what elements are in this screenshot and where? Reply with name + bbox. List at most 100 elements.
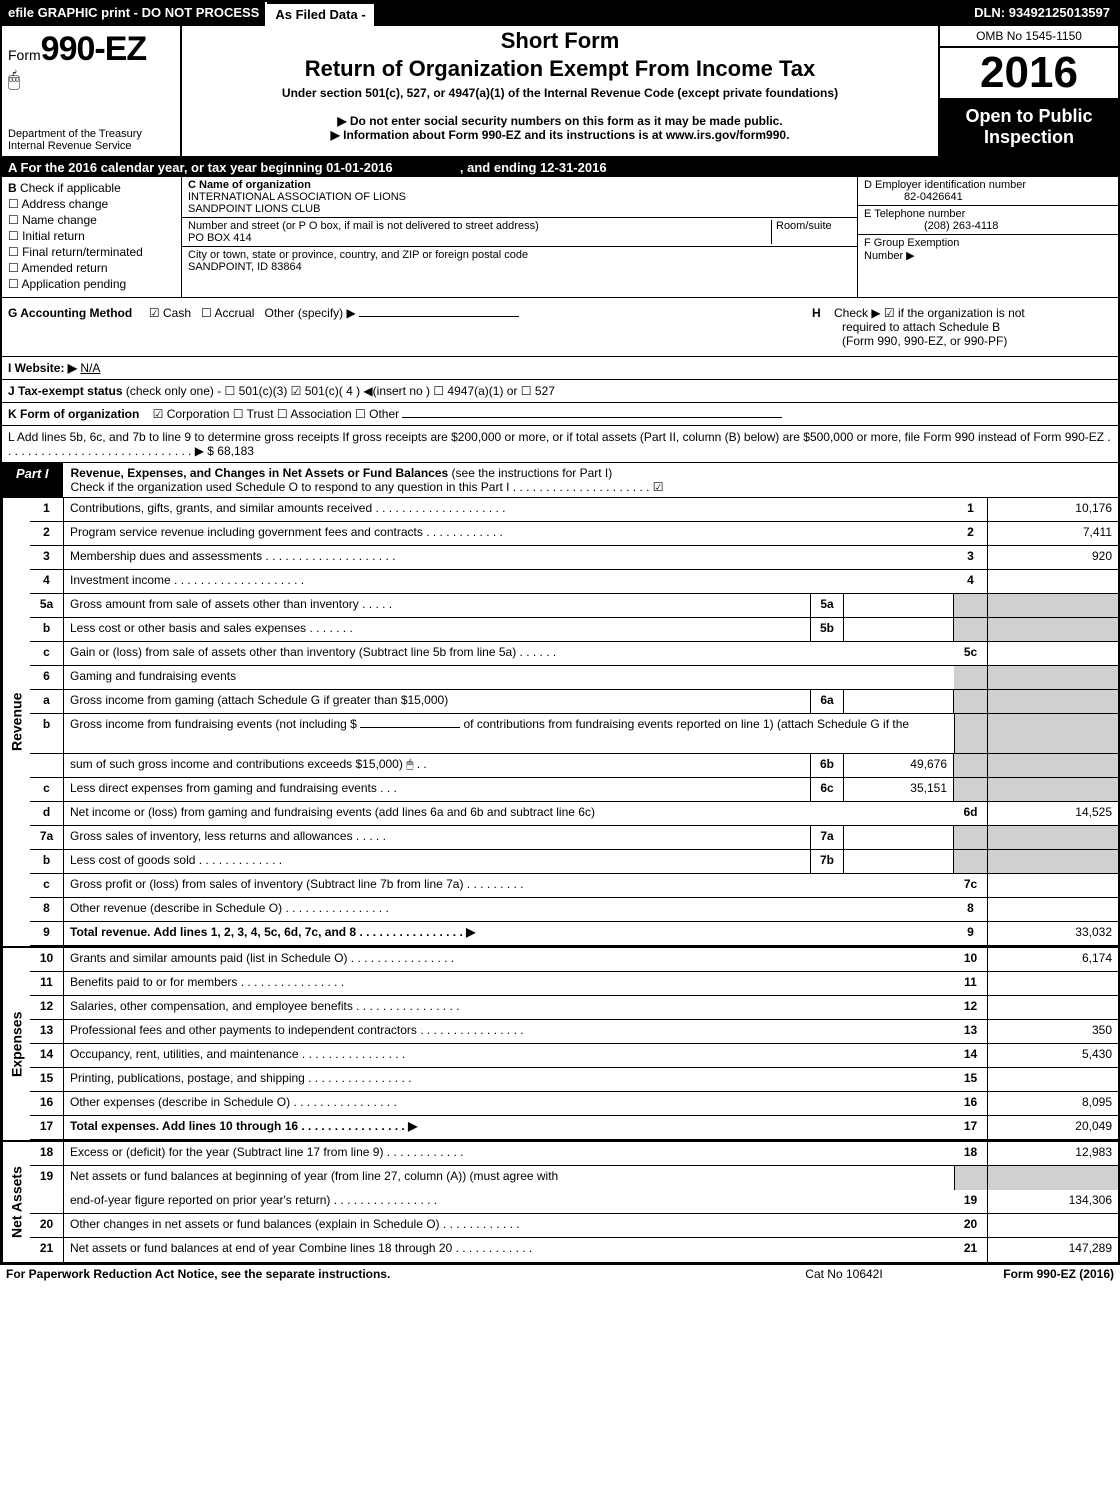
part-i-subtitle: Check if the organization used Schedule … <box>71 480 664 494</box>
instruction-1: ▶ Do not enter social security numbers o… <box>186 114 934 128</box>
row-j-tax-exempt: J Tax-exempt status (check only one) - ☐… <box>2 380 1118 403</box>
form-header: Form990-EZ 🖱 Department of the Treasury … <box>2 26 1118 158</box>
line-1-no: 1 <box>30 498 64 521</box>
section-d-e-f: D Employer identification number 82-0426… <box>858 177 1118 297</box>
accounting-cash[interactable]: Cash <box>149 306 191 320</box>
checkbox-name-change[interactable]: Name change <box>8 213 175 227</box>
line-7a: 7a Gross sales of inventory, less return… <box>30 826 1118 850</box>
website-value[interactable]: N/A <box>80 361 100 375</box>
main-title: Return of Organization Exempt From Incom… <box>186 56 934 82</box>
checkbox-amended-return[interactable]: Amended return <box>8 261 175 275</box>
open-line-1: Open to Public <box>944 106 1114 127</box>
dln: DLN: 93492125013597 <box>966 2 1118 26</box>
k-text: ☑ Corporation ☐ Trust ☐ Association ☐ Ot… <box>153 407 399 421</box>
line-5c-no: c <box>30 642 64 665</box>
org-name-2: SANDPOINT LIONS CLUB <box>188 203 320 215</box>
line-6a-no: a <box>30 690 64 713</box>
line-5c-desc: Gain or (loss) from sale of assets other… <box>64 642 954 665</box>
line-10-rno: 10 <box>954 948 988 971</box>
checkbox-application-pending[interactable]: Application pending <box>8 277 175 291</box>
part-i-title-bold: Revenue, Expenses, and Changes in Net As… <box>71 466 449 480</box>
line-2-no: 2 <box>30 522 64 545</box>
line-3-rno: 3 <box>954 546 988 569</box>
accounting-accrual[interactable]: Accrual <box>201 306 254 320</box>
checkbox-initial-return[interactable]: Initial return <box>8 229 175 243</box>
line-17-desc: Total expenses. Add lines 10 through 16 … <box>70 1119 417 1133</box>
line-12-val <box>988 996 1118 1019</box>
line-3-val: 920 <box>988 546 1118 569</box>
l-text: L Add lines 5b, 6c, and 7b to line 9 to … <box>8 430 1111 458</box>
line-19-top: 19 Net assets or fund balances at beginn… <box>30 1166 1118 1190</box>
line-6b-mno: 6b <box>810 754 844 777</box>
line-10-val: 6,174 <box>988 948 1118 971</box>
omb-number: OMB No 1545-1150 <box>940 26 1118 48</box>
line-5a-shaded-val <box>988 594 1118 617</box>
line-6-desc: Gaming and fundraising events <box>64 666 954 689</box>
line-11-desc: Benefits paid to or for members <box>64 972 954 995</box>
checkbox-final-return[interactable]: Final return/terminated <box>8 245 175 259</box>
line-5b-shaded-val <box>988 618 1118 641</box>
line-12-rno: 12 <box>954 996 988 1019</box>
line-6b-desc3: sum of such gross income and contributio… <box>64 754 810 777</box>
line-5b-shaded <box>954 618 988 641</box>
short-form-title: Short Form <box>186 28 934 54</box>
address: PO BOX 414 <box>188 232 252 244</box>
part-i-tab: Part I <box>2 463 63 497</box>
treasury-label: Department of the Treasury <box>8 128 174 140</box>
tax-year: 2016 <box>940 48 1118 98</box>
line-9: 9 Total revenue. Add lines 1, 2, 3, 4, 5… <box>30 922 1118 946</box>
line-6b-no-blank <box>30 754 64 777</box>
expenses-side-label: Expenses <box>2 948 30 1140</box>
line-7c: c Gross profit or (loss) from sales of i… <box>30 874 1118 898</box>
section-b: B Check if applicable Address change Nam… <box>2 177 182 297</box>
line-5b-desc: Less cost or other basis and sales expen… <box>64 618 810 641</box>
efile-label: efile GRAPHIC print - DO NOT PROCESS <box>2 2 267 26</box>
line-7a-shaded-val <box>988 826 1118 849</box>
line-a: A For the 2016 calendar year, or tax yea… <box>2 158 1118 177</box>
phone-value: (208) 263-4118 <box>864 220 998 232</box>
line-6d-val: 14,525 <box>988 802 1118 825</box>
line-2-rno: 2 <box>954 522 988 545</box>
line-5c-rno: 5c <box>954 642 988 665</box>
expenses-section: Expenses 10 Grants and similar amounts p… <box>2 946 1118 1140</box>
section-b-c-d-e-f: B Check if applicable Address change Nam… <box>2 177 1118 298</box>
line-7a-shaded <box>954 826 988 849</box>
line-11-no: 11 <box>30 972 64 995</box>
room-suite-header: Room/suite <box>776 220 832 232</box>
line-13-desc: Professional fees and other payments to … <box>64 1020 954 1043</box>
line-6-shaded-val <box>988 666 1118 689</box>
line-5b-mno: 5b <box>810 618 844 641</box>
line-13: 13 Professional fees and other payments … <box>30 1020 1118 1044</box>
line-5a-no: 5a <box>30 594 64 617</box>
line-6d-no: d <box>30 802 64 825</box>
section-f-number: Number ▶ <box>864 250 915 262</box>
section-c-header: C Name of organization <box>188 179 311 191</box>
instruction-2-text[interactable]: ▶ Information about Form 990-EZ and its … <box>331 128 790 142</box>
subtitle: Under section 501(c), 527, or 4947(a)(1)… <box>186 86 934 100</box>
line-1: 1 Contributions, gifts, grants, and simi… <box>30 498 1118 522</box>
line-21-val: 147,289 <box>988 1238 1118 1262</box>
line-21-no: 21 <box>30 1238 64 1262</box>
line-6c-desc: Less direct expenses from gaming and fun… <box>64 778 810 801</box>
line-6a-desc: Gross income from gaming (attach Schedul… <box>64 690 810 713</box>
net-assets-section: Net Assets 18 Excess or (deficit) for th… <box>2 1140 1118 1262</box>
line-8-no: 8 <box>30 898 64 921</box>
top-bar: efile GRAPHIC print - DO NOT PROCESS As … <box>2 2 1118 26</box>
footer-mid: Cat No 10642I <box>754 1267 934 1281</box>
form-container: efile GRAPHIC print - DO NOT PROCESS As … <box>0 0 1120 1264</box>
line-6b-shaded2 <box>954 754 988 777</box>
line-7c-val <box>988 874 1118 897</box>
h-text-3: (Form 990, 990-EZ, or 990-PF) <box>812 334 1007 348</box>
line-6-no: 6 <box>30 666 64 689</box>
line-1-rno: 1 <box>954 498 988 521</box>
checkbox-address-change[interactable]: Address change <box>8 197 175 211</box>
line-8-desc: Other revenue (describe in Schedule O) <box>64 898 954 921</box>
line-15-no: 15 <box>30 1068 64 1091</box>
line-18-desc: Excess or (deficit) for the year (Subtra… <box>64 1142 954 1165</box>
dln-value: 93492125013597 <box>1009 5 1110 20</box>
accounting-other[interactable]: Other (specify) ▶ <box>264 306 355 320</box>
form-prefix: Form <box>8 47 41 63</box>
line-5b: b Less cost or other basis and sales exp… <box>30 618 1118 642</box>
j-text: (check only one) - ☐ 501(c)(3) ☑ 501(c)(… <box>126 384 555 398</box>
part-i-title: Revenue, Expenses, and Changes in Net As… <box>63 463 1118 497</box>
